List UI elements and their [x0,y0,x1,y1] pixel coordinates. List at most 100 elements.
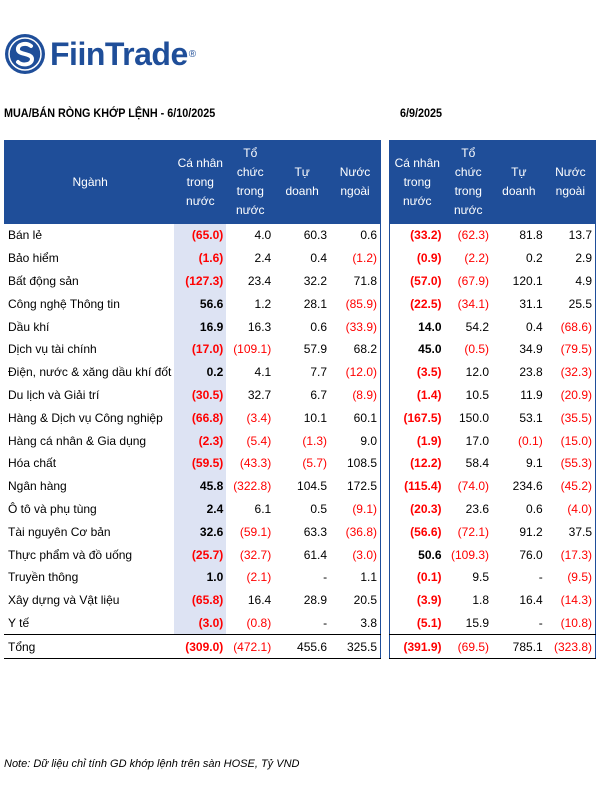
cell-individual: (65.8) [174,588,227,612]
col-header-proprietary: Tự doanh [492,140,546,224]
cell-foreign: (79.5) [560,342,592,357]
cell-foreign: (15.0) [560,433,592,448]
sector-name: Hàng & Dịch vụ Công nghiệp [8,410,163,425]
cell-institution: 4.0 [254,228,272,243]
cell-individual: 14.0 [418,319,442,334]
cell-proprietary: 31.1 [519,296,543,311]
cell-individual: (1.6) [174,246,227,270]
cell-individual: 16.9 [174,315,227,338]
cell-foreign: (32.3) [560,365,592,380]
cell-foreign: (9.5) [567,570,592,585]
cell-proprietary: 7.7 [310,365,328,380]
brand-name: FiinTrade [50,35,188,72]
cell-institution: 12.0 [465,365,490,380]
cell-individual: 0.2 [174,360,227,384]
table-row: (3.9) 1.8 16.4 (14.3) [390,589,596,612]
cell-foreign: (55.3) [560,456,592,471]
cell-institution: (67.9) [457,273,490,288]
cell-foreign: 9.0 [360,433,377,448]
cell-institution: 9.5 [472,570,490,585]
cell-proprietary: 0.6 [310,319,328,334]
cell-institution: 2.4 [254,251,272,266]
cell-proprietary: 120.1 [512,273,543,288]
sector-name: Thực phẩm và đồ uống [8,547,133,562]
cell-proprietary: 0.4 [526,319,543,334]
table-row: 50.6 (109.3) 76.0 (17.3) [390,543,596,566]
cell-foreign: (36.8) [345,524,377,539]
cell-proprietary: 234.6 [512,479,543,494]
cell-proprietary: 76.0 [519,547,543,562]
table-row: 45.0 (0.5) 34.9 (79.5) [390,338,596,361]
cell-proprietary: 9.1 [526,456,543,471]
cell-foreign: (1.2) [352,251,377,266]
cell-proprietary: - [323,570,328,585]
cell-foreign: 25.5 [568,296,592,311]
table-row: Công nghệ Thông tin 56.6 1.2 28.1 (85.9) [4,292,381,316]
cell-institution: (62.3) [457,228,490,243]
cell-individual: (25.7) [174,543,227,566]
cell-individual: (309.0) [174,634,227,660]
table-previous-header: Cá nhân trong nước Tổ chức trong nước Tự… [389,140,596,224]
cell-proprietary: 16.4 [519,593,543,608]
cell-proprietary: - [538,615,543,630]
cell-individual: 50.6 [418,547,442,562]
cell-proprietary: 455.6 [274,634,331,660]
sector-name: Hóa chất [8,456,57,471]
table-row: (12.2) 58.4 9.1 (55.3) [390,452,596,475]
cell-institution: (34.1) [457,296,490,311]
cell-individual: 45.0 [418,342,442,357]
cell-proprietary: (0.1) [518,433,543,448]
cell-foreign: 60.1 [353,410,377,425]
table-row: Du lịch và Giải trí (30.5) 32.7 6.7 (8.9) [4,383,381,407]
cell-individual: (3.0) [174,611,227,635]
cell-individual: (59.5) [174,451,227,475]
fiintrade-logo-icon [5,34,45,74]
cell-institution: 32.7 [247,387,272,402]
cell-individual: (127.3) [174,269,227,293]
cell-proprietary: 785.1 [492,634,546,660]
cell-individual: (33.2) [410,228,442,243]
cell-proprietary: 34.9 [519,342,543,357]
table-row: Ô tô và phụ tùng 2.4 6.1 0.5 (9.1) [4,497,381,521]
cell-proprietary: 10.1 [303,410,328,425]
cell-foreign: 68.2 [353,342,377,357]
fiintrade-logo: FiinTrade ® [4,24,196,84]
cell-institution: (2.1) [246,570,272,585]
footnote: Note: Dữ liệu chỉ tính GD khớp lệnh trên… [4,758,300,770]
cell-foreign: (45.2) [560,479,592,494]
sector-name: Y tế [8,615,30,630]
col-header-institution: Tổ chức trong nước [444,140,493,224]
cell-foreign: 3.8 [360,615,377,630]
cell-foreign: (4.0) [567,501,592,516]
cell-foreign: 1.1 [360,570,377,585]
sector-name: Bất động sản [8,273,79,288]
cell-proprietary: 32.2 [303,273,328,288]
table-row: (3.5) 12.0 23.8 (32.3) [390,361,596,384]
cell-proprietary: (5.7) [302,456,328,471]
cell-individual: (115.4) [404,479,442,494]
cell-foreign: 0.6 [360,228,377,243]
cell-foreign: (8.9) [352,387,377,402]
cell-institution: (5.4) [246,433,272,448]
cell-institution: 54.2 [465,319,490,334]
cell-institution: 1.2 [254,296,272,311]
cell-individual: (2.3) [174,429,227,452]
cell-institution: (3.4) [246,410,272,425]
cell-foreign: (68.6) [560,319,592,334]
col-header-institution: Tổ chức trong nước [226,140,275,224]
cell-institution: 23.6 [465,501,490,516]
table-row: Dịch vụ tài chính (17.0) (109.1) 57.9 68.2 [4,337,381,361]
cell-foreign: (14.3) [560,593,592,608]
cell-proprietary: 60.3 [303,228,328,243]
cell-foreign: (9.1) [352,501,377,516]
cell-institution: (109.3) [450,547,490,562]
cell-individual: (1.4) [416,387,442,402]
cell-institution: (322.8) [233,479,272,494]
table-row: (167.5) 150.0 53.1 (35.5) [390,406,596,429]
cell-individual: (57.0) [410,273,442,288]
cell-foreign: 13.7 [568,228,592,243]
table-row: Bán lẻ (65.0) 4.0 60.3 0.6 [4,224,381,247]
cell-foreign: 71.8 [353,273,377,288]
cell-proprietary: 61.4 [303,547,328,562]
table-row: (57.0) (67.9) 120.1 4.9 [390,270,596,293]
